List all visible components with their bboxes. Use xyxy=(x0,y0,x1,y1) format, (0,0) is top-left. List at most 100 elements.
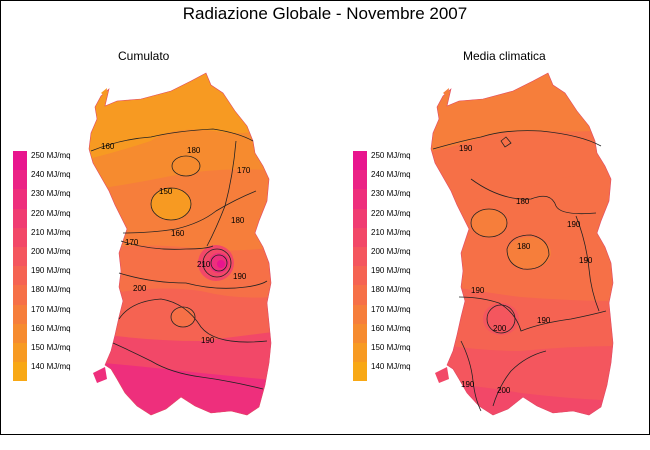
main-title: Radiazione Globale - Novembre 2007 xyxy=(182,4,468,23)
iso-label: 150 xyxy=(159,187,173,196)
legend-item: 220 MJ/mq xyxy=(353,208,443,228)
iso-label: 180 xyxy=(516,197,530,206)
legend-item: 190 MJ/mq xyxy=(13,266,103,286)
iso-label: 190 xyxy=(579,256,593,265)
legend-item: 170 MJ/mq xyxy=(353,304,443,324)
legend-swatch xyxy=(13,342,27,363)
iso-label: 160 xyxy=(101,142,115,151)
legend-item: 150 MJ/mq xyxy=(353,342,443,363)
legend-item: 150 MJ/mq xyxy=(13,342,103,363)
iso-label: 170 xyxy=(237,166,251,175)
legend-swatch xyxy=(353,304,367,324)
legend-label: 200 MJ/mq xyxy=(31,246,71,256)
legend-label: 250 MJ/mq xyxy=(31,151,71,160)
legend-label: 180 MJ/mq xyxy=(31,285,71,295)
legend-swatch xyxy=(353,170,367,190)
legend-label: 150 MJ/mq xyxy=(371,342,411,352)
legend-swatch xyxy=(353,362,367,382)
iso-label: 210 xyxy=(197,260,211,269)
legend-label: 160 MJ/mq xyxy=(31,323,71,333)
iso-label: 190 xyxy=(459,144,473,153)
legend-label: 140 MJ/mq xyxy=(371,362,411,372)
legend-item: 250 MJ/mq xyxy=(353,151,443,171)
iso-label: 160 xyxy=(171,229,185,238)
legend-swatch xyxy=(353,323,367,343)
maps-svg: 160 180 150 170 160 180 170 190 210 200 … xyxy=(88,72,614,416)
legend-media-climatica: 250 MJ/mq 240 MJ/mq 230 MJ/mq 220 MJ/mq 210 … xyxy=(353,151,443,382)
legend-swatch xyxy=(13,266,27,286)
iso-label: 190 xyxy=(537,316,551,325)
legend-swatch xyxy=(353,208,367,228)
legend-item: 180 MJ/mq xyxy=(353,285,443,305)
legend-swatch xyxy=(353,151,367,171)
legend-label: 240 MJ/mq xyxy=(371,170,411,180)
legend-label: 160 MJ/mq xyxy=(371,323,411,333)
legend-label: 190 MJ/mq xyxy=(371,266,411,276)
legend-item: 210 MJ/mq xyxy=(353,227,443,247)
legend-swatch xyxy=(13,285,27,305)
iso-label: 180 xyxy=(517,242,531,251)
iso-label: 180 xyxy=(187,146,201,155)
legend-item: 250 MJ/mq xyxy=(13,151,103,171)
legend-swatch xyxy=(353,189,367,209)
legend-label: 180 MJ/mq xyxy=(371,285,411,295)
iso-label: 200 xyxy=(493,324,507,333)
legend-item: 160 MJ/mq xyxy=(13,323,103,343)
legend-item: 160 MJ/mq xyxy=(353,323,443,343)
iso-label: 200 xyxy=(133,284,147,293)
legend-label: 190 MJ/mq xyxy=(31,266,71,276)
legend-swatch xyxy=(13,246,27,267)
legend-swatch xyxy=(353,266,367,286)
legend-swatch xyxy=(13,227,27,247)
legend-swatch xyxy=(13,304,27,324)
legend-item: 200 MJ/mq xyxy=(353,246,443,267)
iso-label: 190 xyxy=(233,272,247,281)
legend-label: 230 MJ/mq xyxy=(31,189,71,199)
iso-label: 190 xyxy=(567,220,581,229)
legend-label: 140 MJ/mq xyxy=(31,362,71,372)
legend-item: 140 MJ/mq xyxy=(353,362,443,382)
legend-label: 200 MJ/mq xyxy=(371,246,411,256)
legend-swatch xyxy=(13,170,27,190)
legend-label: 220 MJ/mq xyxy=(31,208,71,218)
legend-item: 230 MJ/mq xyxy=(353,189,443,209)
iso-label: 190 xyxy=(461,380,475,389)
legend-item: 140 MJ/mq xyxy=(13,362,103,382)
legend-label: 170 MJ/mq xyxy=(31,304,71,314)
legend-swatch xyxy=(353,285,367,305)
legend-label: 210 MJ/mq xyxy=(31,227,71,237)
panel-title-media-climatica: Media climatica xyxy=(463,49,546,63)
legend-swatch xyxy=(13,189,27,209)
legend-label: 240 MJ/mq xyxy=(31,170,71,180)
panel-title-cumulato: Cumulato xyxy=(118,49,170,63)
legend-label: 220 MJ/mq xyxy=(371,208,411,218)
legend-item: 210 MJ/mq xyxy=(13,227,103,247)
legend-swatch xyxy=(353,227,367,247)
figure-frame: Radiazione Globale - Novembre 2007 Cumul… xyxy=(0,0,650,435)
map-media-climatica: 190 180 190 190 180 190 200 190 190 200 xyxy=(430,72,614,416)
legend-label: 170 MJ/mq xyxy=(371,304,411,314)
legend-swatch xyxy=(13,208,27,228)
iso-label: 170 xyxy=(125,238,139,247)
iso-label: 180 xyxy=(231,216,245,225)
legend-item: 200 MJ/mq xyxy=(13,246,103,267)
legend-swatch xyxy=(353,246,367,267)
iso-label: 190 xyxy=(471,286,485,295)
legend-swatch xyxy=(13,362,27,382)
legend-swatch xyxy=(13,151,27,171)
legend-label: 150 MJ/mq xyxy=(31,342,71,352)
legend-label: 210 MJ/mq xyxy=(371,227,411,237)
legend-label: 250 MJ/mq xyxy=(371,151,411,160)
legend-swatch xyxy=(353,342,367,363)
legend-item: 240 MJ/mq xyxy=(353,170,443,190)
legend-item: 230 MJ/mq xyxy=(13,189,103,209)
map-cumulato: 160 180 150 170 160 180 170 190 210 200 … xyxy=(88,72,272,416)
legend-item: 190 MJ/mq xyxy=(353,266,443,286)
legend-cumulato: 250 MJ/mq 240 MJ/mq 230 MJ/mq 220 MJ/mq 210 … xyxy=(13,151,103,382)
legend-item: 220 MJ/mq xyxy=(13,208,103,228)
iso-label: 190 xyxy=(201,336,215,345)
legend-label: 230 MJ/mq xyxy=(371,189,411,199)
legend-item: 180 MJ/mq xyxy=(13,285,103,305)
legend-item: 240 MJ/mq xyxy=(13,170,103,190)
legend-item: 170 MJ/mq xyxy=(13,304,103,324)
